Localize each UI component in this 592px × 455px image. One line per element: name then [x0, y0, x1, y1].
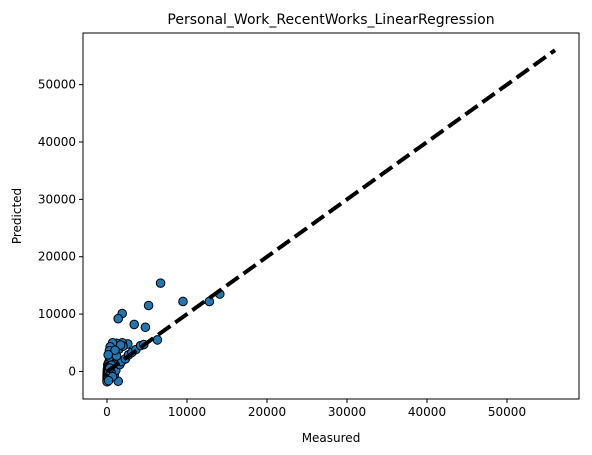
x-tick-label: 40000: [408, 405, 446, 419]
scatter-point: [178, 296, 188, 307]
scatter-point: [140, 322, 151, 333]
scatter-point: [155, 278, 166, 288]
x-tick-label: 20000: [248, 405, 286, 419]
x-tick-label: 0: [103, 405, 111, 419]
y-tick-label: 40000: [38, 135, 76, 149]
x-axis-label: Measured: [302, 431, 361, 445]
y-tick-label: 50000: [38, 78, 76, 92]
reference-line: [105, 48, 557, 374]
plot-area: [102, 48, 557, 387]
y-axis-label: Predicted: [10, 188, 24, 244]
scatter-point: [143, 300, 154, 311]
scatter-point: [129, 319, 139, 330]
x-tick-label: 50000: [488, 405, 526, 419]
y-tick-label: 0: [68, 364, 76, 378]
y-axis: 0 10000 20000 30000 40000 50000: [38, 78, 83, 378]
scatter-point: [204, 296, 215, 307]
x-tick-label: 30000: [328, 405, 366, 419]
scatter-point: [113, 313, 123, 324]
plot-frame: [82, 32, 580, 400]
y-tick-label: 10000: [38, 307, 76, 321]
y-tick-label: 30000: [38, 192, 76, 206]
x-tick-label: 10000: [168, 405, 206, 419]
scatter-point: [103, 350, 113, 360]
x-axis: 0 10000 20000 30000 40000 50000: [103, 399, 526, 419]
chart-title: Personal_Work_RecentWorks_LinearRegressi…: [167, 12, 494, 28]
y-tick-label: 20000: [38, 250, 76, 264]
scatter-point: [110, 345, 120, 356]
scatter-point: [103, 375, 114, 386]
